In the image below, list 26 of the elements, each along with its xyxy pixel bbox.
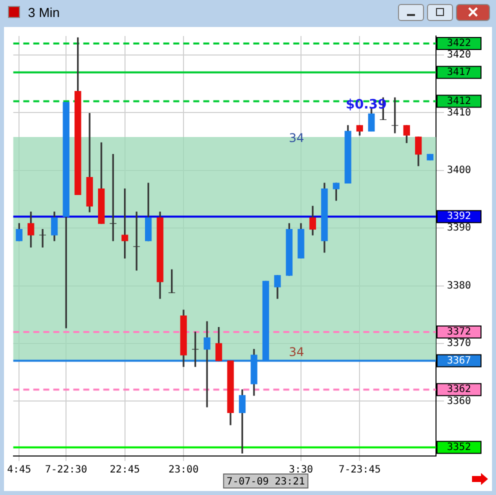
y-tick-label: 3420 [447, 50, 472, 61]
ref-line-label: 3392 [446, 211, 472, 222]
y-tick-label: 3370 [447, 338, 472, 350]
ref-line-label: 3372 [446, 326, 472, 338]
y-tick-label: 3400 [447, 165, 472, 176]
annotation: 34 [288, 345, 304, 360]
annotation: 34 [288, 131, 304, 146]
ref-line-label: 3422 [446, 38, 472, 50]
ref-line-label: 3362 [446, 384, 472, 396]
x-tick-label: 4:45 [7, 464, 32, 476]
y-tick-label: 3380 [447, 280, 472, 292]
x-tick-label: 23:00 [168, 464, 199, 476]
y-tick-label: 3390 [447, 222, 472, 234]
chart-title: 3 Min [28, 5, 60, 20]
ref-line-label: 3412 [446, 96, 472, 107]
x-tick-label: 22:45 [110, 464, 140, 476]
y-tick-label: 3410 [447, 107, 472, 118]
y-tick-label: 3360 [447, 396, 472, 407]
x-tick-label: 7-22:30 [45, 464, 88, 476]
ref-line-label: 3352 [446, 442, 472, 453]
ref-line-label: 3367 [446, 355, 472, 366]
candlestick [133, 212, 140, 271]
x-tick-label: 7-23:45 [338, 464, 381, 476]
x-tick-label: 7-07-09 23:21 [226, 476, 305, 488]
x-tick-label: 3:30 [288, 464, 314, 476]
ref-line-label: 3417 [446, 66, 472, 78]
